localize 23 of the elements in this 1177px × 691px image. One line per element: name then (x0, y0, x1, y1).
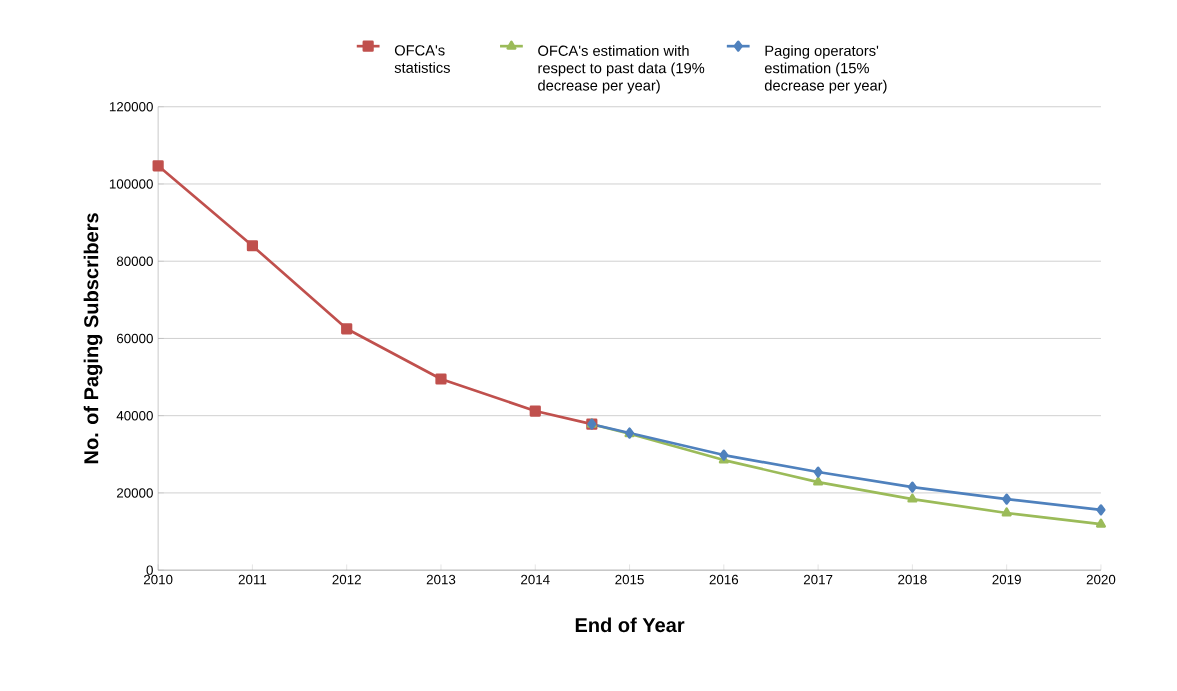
x-tick-label: 2015 (615, 574, 644, 585)
x-axis-title: End of Year (575, 617, 685, 633)
y-tick-label: 60000 (116, 333, 153, 344)
y-tick-label: 80000 (116, 256, 153, 266)
x-tick-label: 2010 (143, 574, 173, 585)
x-tick-label: 2012 (332, 574, 361, 585)
legend-label: OFCA's statistics (394, 45, 450, 73)
y-tick-label: 100000 (109, 179, 153, 189)
x-tick-label: 2019 (992, 574, 1021, 585)
y-axis-title: No. of Paging Subscribers (83, 213, 103, 464)
x-tick-label: 2011 (238, 574, 267, 585)
y-tick-label: 120000 (109, 101, 153, 112)
x-tick-label: 2017 (803, 574, 833, 585)
y-tick-label: 0 (146, 565, 153, 575)
x-tick-label: 2013 (426, 574, 456, 585)
legend-label: Paging operators' estimation (15% decrease per year) (764, 45, 887, 94)
y-tick-label: 20000 (116, 488, 153, 498)
x-tick-label: 2014 (521, 574, 550, 585)
x-tick-label: 2016 (709, 574, 739, 585)
x-tick-label: 2018 (898, 574, 927, 585)
x-tick-label: 2020 (1086, 574, 1116, 585)
y-tick-label: 40000 (116, 410, 153, 421)
legend-label: OFCA's estimation with respect to past data (19% decrease per year) (538, 45, 705, 94)
